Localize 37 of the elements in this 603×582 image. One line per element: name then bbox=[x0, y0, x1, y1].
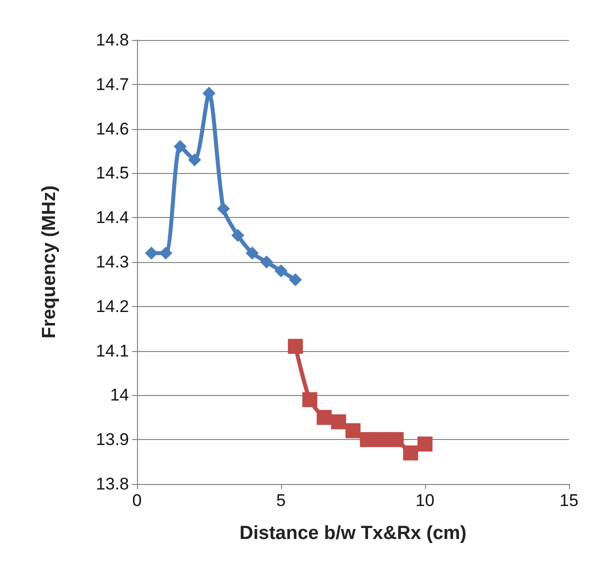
point bbox=[231, 228, 244, 242]
y-tick-label: 14.3 bbox=[96, 252, 129, 272]
y-tick-label: 14.6 bbox=[96, 119, 129, 138]
y-tick-label: 13.8 bbox=[96, 474, 129, 494]
point bbox=[346, 423, 360, 438]
x-tick-label: 15 bbox=[560, 491, 578, 510]
y-tick-label: 14.4 bbox=[96, 208, 129, 228]
point bbox=[374, 432, 390, 448]
y-axis-title: Frequency (MHz) bbox=[39, 185, 60, 339]
y-tick-label: 14.7 bbox=[96, 74, 129, 94]
x-tick-label: 5 bbox=[276, 491, 286, 510]
y-tick-label: 14.1 bbox=[96, 341, 129, 360]
x-tick-label: 10 bbox=[416, 491, 434, 510]
point bbox=[188, 153, 202, 166]
point bbox=[288, 273, 302, 286]
point bbox=[302, 392, 318, 408]
point bbox=[159, 246, 172, 260]
point bbox=[260, 256, 274, 268]
y-tick-label: 14.5 bbox=[96, 164, 129, 183]
point bbox=[360, 432, 375, 448]
point bbox=[144, 246, 158, 260]
y-tick-label: 14.2 bbox=[96, 296, 129, 316]
y-tick-label: 14 bbox=[110, 386, 129, 405]
point bbox=[274, 264, 288, 278]
point bbox=[216, 202, 230, 216]
point bbox=[174, 140, 187, 154]
point bbox=[403, 445, 418, 460]
point bbox=[288, 338, 303, 354]
y-tick-label: 13.9 bbox=[96, 430, 129, 450]
point bbox=[331, 414, 346, 430]
x-tick-label: 0 bbox=[132, 491, 142, 510]
point bbox=[316, 410, 332, 425]
point bbox=[418, 436, 432, 452]
point bbox=[388, 432, 404, 448]
y-tick-label: 14.8 bbox=[96, 30, 129, 50]
point bbox=[246, 246, 259, 260]
x-axis-title: Distance b/w Tx&Rx (cm) bbox=[240, 523, 466, 544]
